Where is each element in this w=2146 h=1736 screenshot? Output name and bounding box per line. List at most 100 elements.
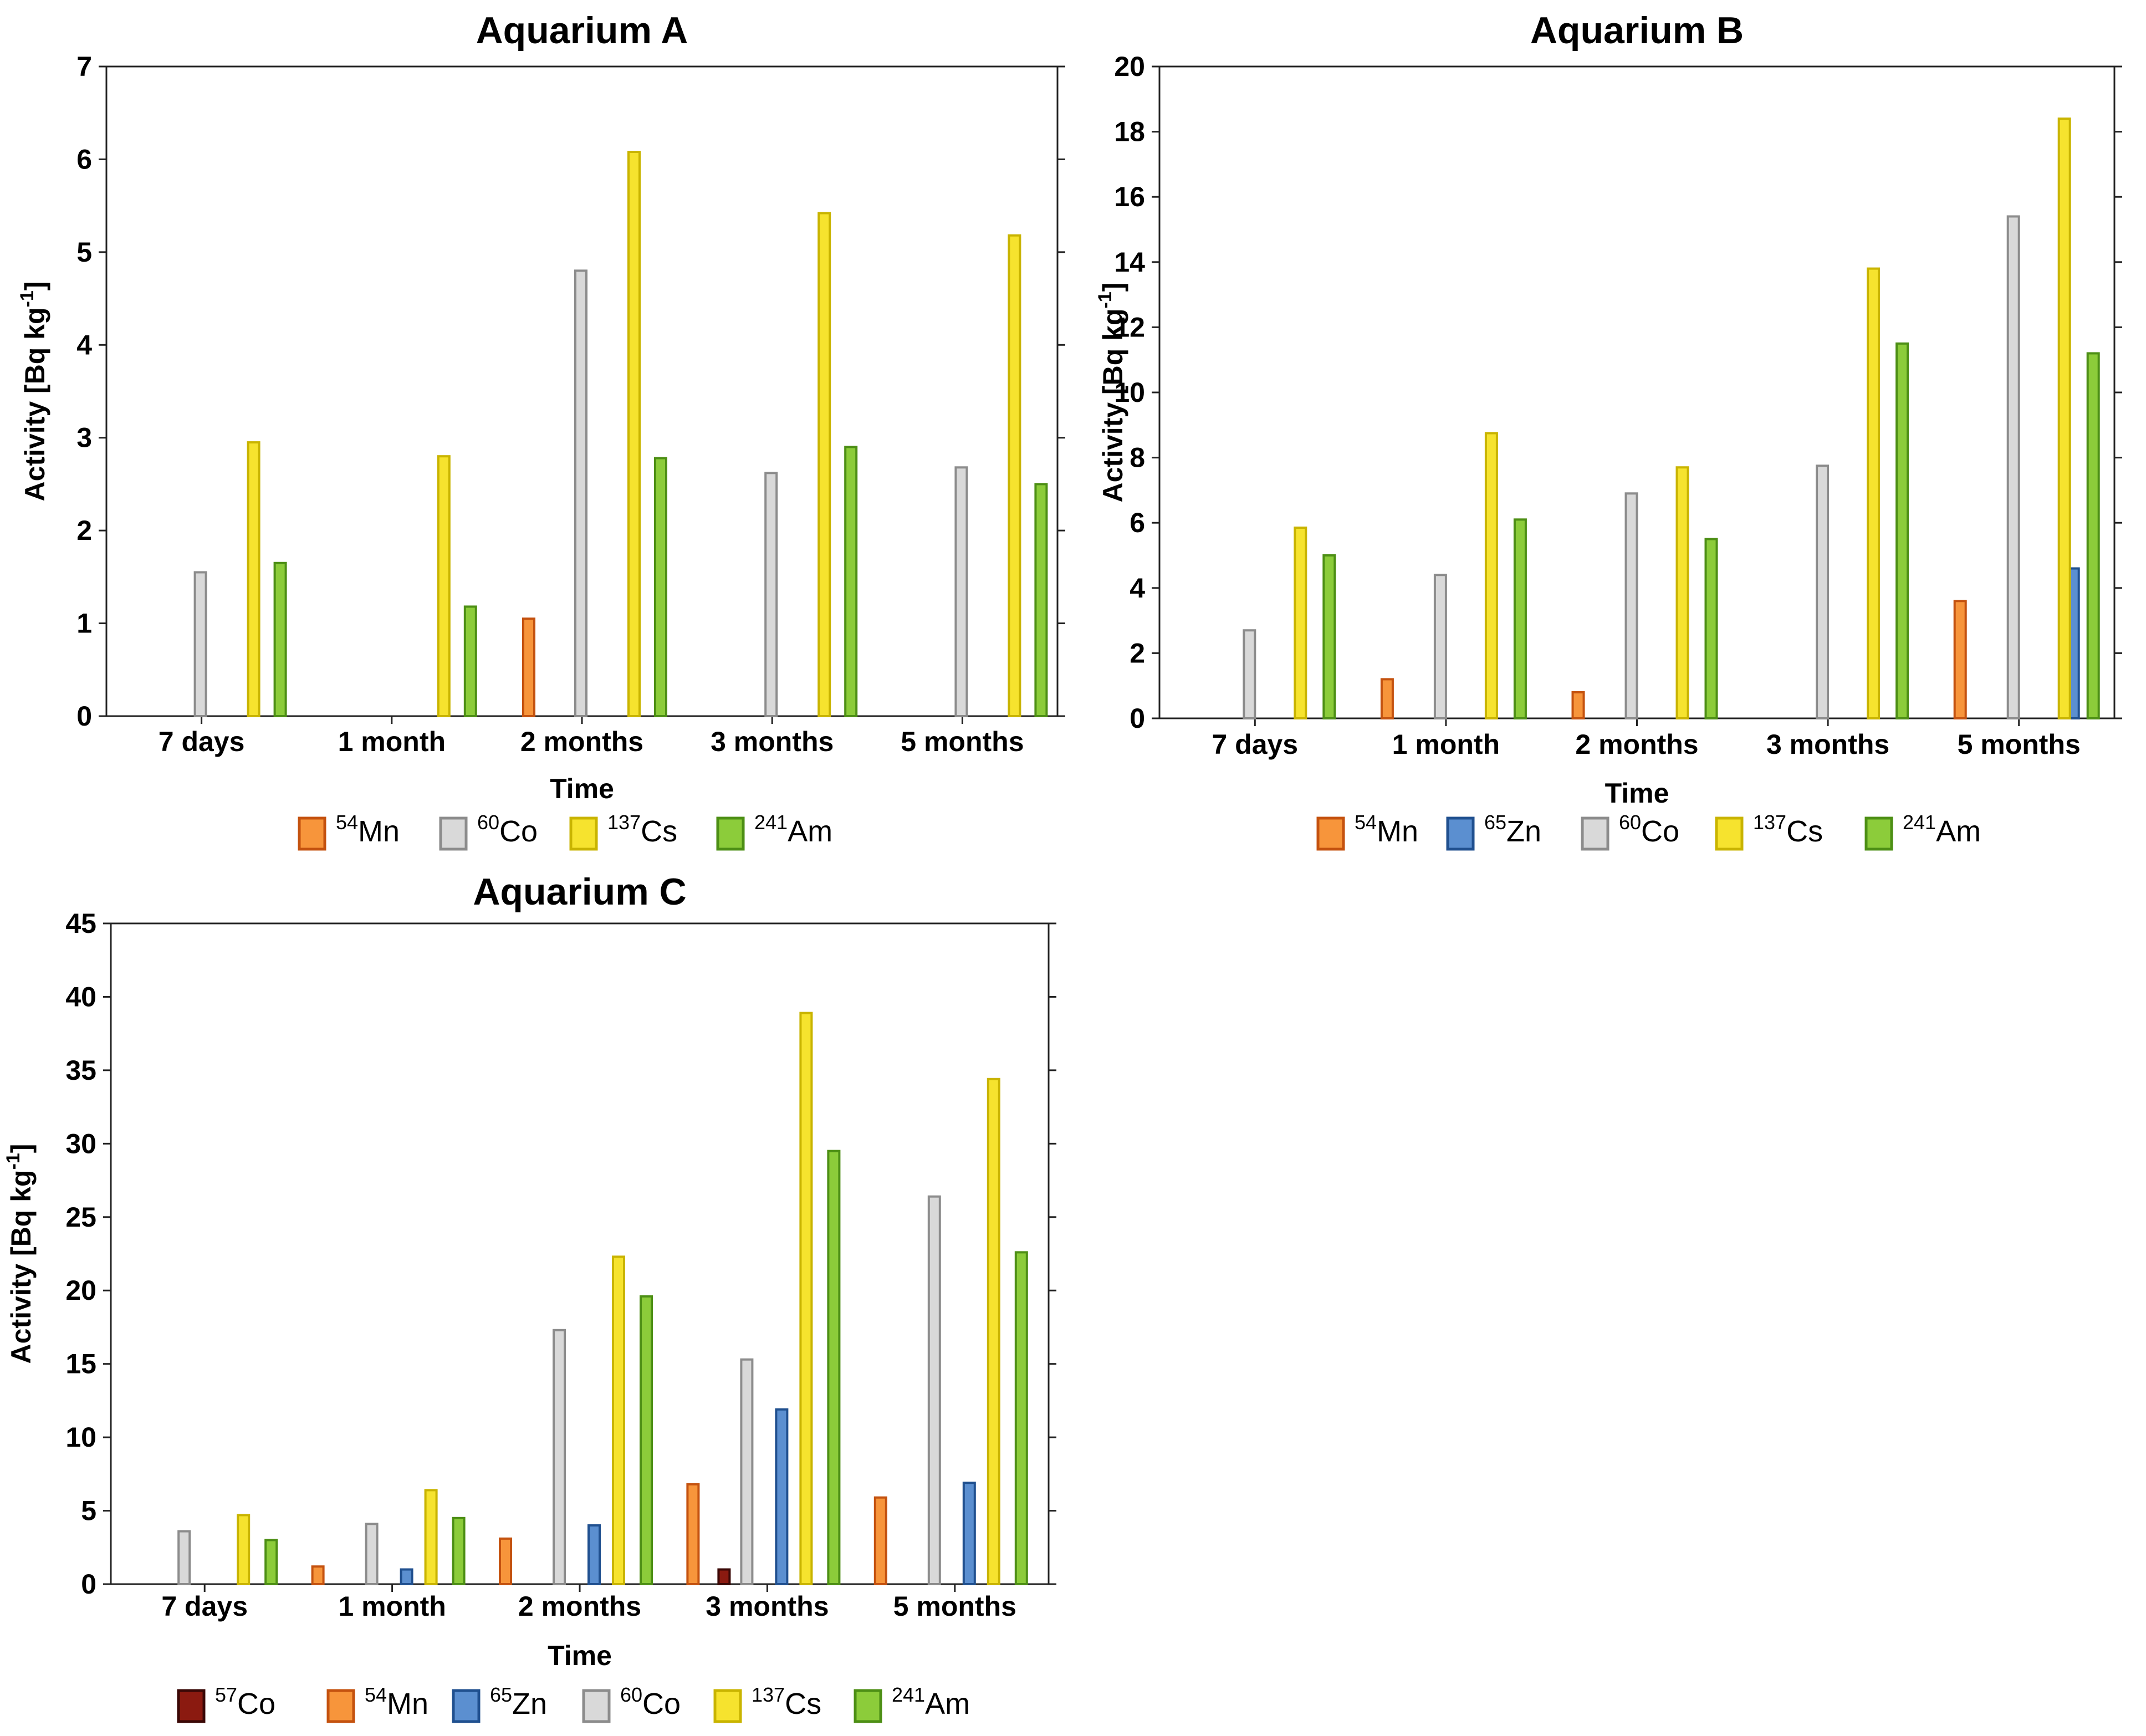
y-tick-label: 14 xyxy=(1114,247,1145,278)
y-tick-label: 0 xyxy=(76,701,92,732)
chart-title: Aquarium C xyxy=(473,871,686,913)
bar-cs137 xyxy=(612,1255,625,1586)
legend-label: 137Cs xyxy=(752,1683,821,1720)
legend-item-zn65: 65Zn xyxy=(452,1683,547,1723)
bar-co60 xyxy=(193,571,207,717)
bar-mn54 xyxy=(1380,678,1394,719)
bar-co57 xyxy=(717,1568,731,1586)
legend-swatch xyxy=(1316,816,1345,851)
bar-co60 xyxy=(764,472,778,718)
legend-item-co60: 60Co xyxy=(439,811,538,851)
y-tick-label: 16 xyxy=(1114,181,1145,212)
bar-mn54 xyxy=(1953,600,1967,719)
legend-swatch xyxy=(854,1689,882,1723)
bar-zn65 xyxy=(775,1408,789,1585)
legend-item-am241: 241Am xyxy=(854,1683,970,1723)
legend-swatch xyxy=(1715,816,1744,851)
bar-mn54 xyxy=(522,617,535,717)
bar-mn54 xyxy=(499,1537,512,1586)
bar-cs137 xyxy=(424,1489,438,1586)
legend-swatch xyxy=(1581,816,1610,851)
bar-co60 xyxy=(954,466,968,717)
x-axis-label: Time xyxy=(550,773,614,804)
bar-co60 xyxy=(1816,464,1830,719)
bar-zn65 xyxy=(587,1524,601,1585)
bar-co60 xyxy=(1624,492,1638,720)
legend-label: 65Zn xyxy=(1484,811,1541,848)
chart-aquarium-a: Aquarium A 0 1 2 3 4 5 6 7 7 days 1 month 2 months 3… xyxy=(17,9,1065,851)
y-tick-label: 4 xyxy=(76,329,92,360)
y-tick-label: 0 xyxy=(1130,703,1145,734)
x-tick-label: 3 months xyxy=(706,1591,829,1622)
x-tick-label: 1 month xyxy=(1392,729,1500,760)
bar-am241 xyxy=(1895,342,1909,719)
bar-co60 xyxy=(553,1329,566,1585)
chart-title: Aquarium B xyxy=(1530,9,1744,52)
legend-swatch xyxy=(439,816,468,851)
bar-cs137 xyxy=(1484,432,1498,719)
legend-item-zn65: 65Zn xyxy=(1446,811,1541,851)
bar-cs137 xyxy=(817,212,831,717)
bar-co60 xyxy=(740,1358,754,1585)
legend-label: 57Co xyxy=(215,1683,275,1720)
y-tick-label: 4 xyxy=(1130,573,1145,604)
x-tick-label: 3 months xyxy=(1766,729,1889,760)
bar-co60 xyxy=(1243,629,1256,719)
y-tick-label: 12 xyxy=(1114,312,1145,343)
chart-aquarium-b: Aquarium B 0 2 4 6 8 10 12 14 16 18 20 7 days 1 month… xyxy=(1095,9,2122,851)
legend-label: 241Am xyxy=(754,811,832,848)
bar-mn54 xyxy=(311,1565,325,1586)
bar-am241 xyxy=(640,1295,653,1586)
legend-item-co60: 60Co xyxy=(1581,811,1679,851)
bar-cs137 xyxy=(799,1012,813,1585)
y-tick-label: 35 xyxy=(65,1055,96,1086)
bar-mn54 xyxy=(686,1483,700,1585)
legend-swatch xyxy=(452,1689,481,1723)
bar-cs137 xyxy=(237,1514,251,1585)
bar-am241 xyxy=(1014,1251,1028,1585)
legend-swatch xyxy=(177,1689,206,1723)
x-tick-label: 5 months xyxy=(893,1591,1016,1622)
x-tick-label: 5 months xyxy=(901,726,1024,757)
y-tick-label: 6 xyxy=(76,144,92,175)
legend-label: 54Mn xyxy=(365,1683,428,1720)
y-tick-label: 45 xyxy=(65,908,96,939)
y-tick-label: 20 xyxy=(65,1275,96,1306)
plot-frame xyxy=(110,922,1050,1585)
y-tick-label: 20 xyxy=(1114,51,1145,82)
y-axis-label: Activity [Bq kg-1] xyxy=(3,1144,37,1364)
y-tick-label: 7 xyxy=(76,51,92,82)
bar-am241 xyxy=(844,446,858,717)
legend-label: 54Mn xyxy=(336,811,400,848)
bar-zn65 xyxy=(962,1482,976,1585)
legend-item-am241: 241Am xyxy=(716,811,832,851)
y-tick-label: 10 xyxy=(1114,377,1145,408)
bar-cs137 xyxy=(1675,466,1689,719)
y-tick-label: 25 xyxy=(65,1202,96,1233)
x-tick-label: 2 months xyxy=(1575,729,1698,760)
legend-label: 241Am xyxy=(1903,811,1981,848)
x-tick-label: 7 days xyxy=(161,1591,248,1622)
x-tick-label: 1 month xyxy=(338,726,446,757)
legend-swatch xyxy=(716,816,745,851)
y-tick-label: 5 xyxy=(81,1495,96,1526)
y-tick-label: 15 xyxy=(65,1349,96,1380)
bar-cs137 xyxy=(2057,118,2071,720)
y-tick-label: 30 xyxy=(65,1128,96,1159)
legend-item-co60: 60Co xyxy=(582,1683,681,1723)
bar-am241 xyxy=(2086,352,2100,719)
bar-cs137 xyxy=(987,1078,1000,1585)
x-tick-label: 2 months xyxy=(520,726,643,757)
legend-swatch xyxy=(569,816,598,851)
y-tick-label: 6 xyxy=(1130,507,1145,538)
bar-cs137 xyxy=(437,455,451,717)
y-axis-label: Activity [Bq kg-1] xyxy=(17,282,50,502)
legend-item-mn54: 54Mn xyxy=(298,811,400,851)
legend-item-cs137: 137Cs xyxy=(1715,811,1823,851)
legend-swatch xyxy=(298,816,326,851)
y-tick-label: 40 xyxy=(65,981,96,1012)
bar-co60 xyxy=(2006,215,2020,720)
bar-mn54 xyxy=(873,1496,887,1586)
bar-am241 xyxy=(1704,538,1718,719)
